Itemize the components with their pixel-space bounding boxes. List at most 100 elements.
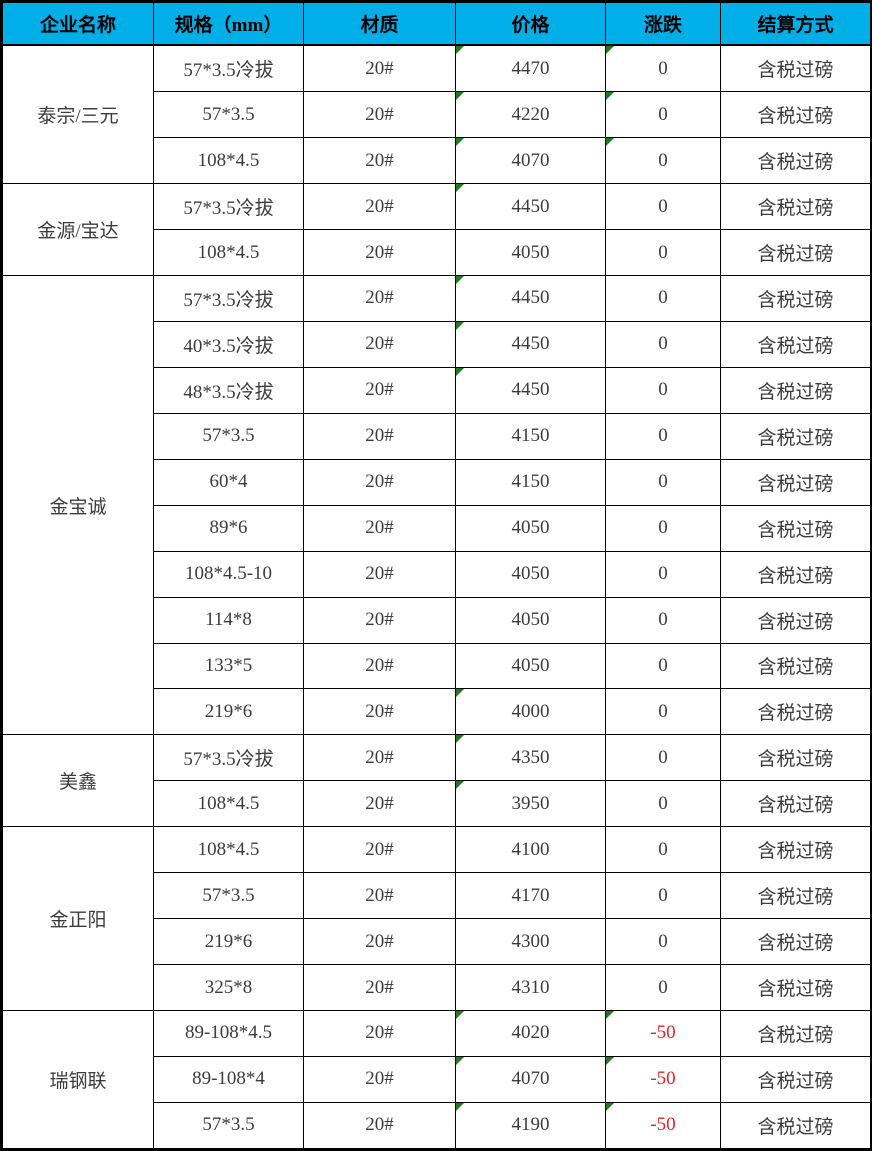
company-cell[interactable]: 泰宗/三元 [2, 44, 154, 185]
material-cell[interactable]: 20# [303, 780, 456, 828]
spec-cell[interactable]: 57*3.5 [153, 872, 304, 920]
material-cell[interactable]: 20# [303, 1101, 456, 1150]
spec-cell[interactable]: 219*6 [153, 918, 304, 966]
material-cell[interactable]: 20# [303, 458, 456, 506]
settlement-cell[interactable]: 含税过磅 [720, 412, 871, 460]
spec-cell[interactable]: 133*5 [153, 642, 304, 690]
price-cell[interactable]: 4310 [455, 964, 606, 1011]
settlement-cell[interactable]: 含税过磅 [720, 1010, 871, 1057]
price-cell[interactable]: 4450 [455, 366, 606, 414]
price-cell[interactable]: 4070 [455, 137, 606, 185]
settlement-cell[interactable]: 含税过磅 [720, 91, 871, 139]
price-cell[interactable]: 4020 [455, 1010, 606, 1057]
material-cell[interactable]: 20# [303, 1055, 456, 1103]
change-cell[interactable]: 0 [605, 412, 721, 460]
settlement-cell[interactable]: 含税过磅 [720, 1055, 871, 1103]
change-cell[interactable]: 0 [605, 596, 721, 644]
company-cell[interactable]: 金宝诚 [2, 274, 154, 736]
settlement-cell[interactable]: 含税过磅 [720, 183, 871, 231]
spec-cell[interactable]: 57*3.5 [153, 412, 304, 460]
spec-cell[interactable]: 89-108*4 [153, 1055, 304, 1103]
change-cell[interactable]: 0 [605, 44, 721, 93]
price-cell[interactable]: 4450 [455, 183, 606, 231]
settlement-cell[interactable]: 含税过磅 [720, 320, 871, 368]
spec-cell[interactable]: 108*4.5-10 [153, 550, 304, 598]
spec-cell[interactable]: 108*4.5 [153, 826, 304, 874]
change-cell[interactable]: 0 [605, 91, 721, 139]
change-cell[interactable]: 0 [605, 458, 721, 506]
settlement-cell[interactable]: 含税过磅 [720, 688, 871, 736]
col-header-change[interactable]: 涨跌 [605, 2, 721, 46]
price-cell[interactable]: 4050 [455, 642, 606, 690]
spec-cell[interactable]: 114*8 [153, 596, 304, 644]
spec-cell[interactable]: 89*6 [153, 504, 304, 552]
settlement-cell[interactable]: 含税过磅 [720, 366, 871, 414]
change-cell[interactable]: 0 [605, 734, 721, 782]
price-cell[interactable]: 4450 [455, 320, 606, 368]
change-cell[interactable]: -50 [605, 1010, 721, 1057]
settlement-cell[interactable]: 含税过磅 [720, 780, 871, 828]
change-cell[interactable]: 0 [605, 918, 721, 966]
change-cell[interactable]: 0 [605, 137, 721, 185]
price-cell[interactable]: 4450 [455, 275, 606, 322]
material-cell[interactable]: 20# [303, 550, 456, 598]
price-cell[interactable]: 4000 [455, 688, 606, 736]
material-cell[interactable]: 20# [303, 688, 456, 736]
col-header-company[interactable]: 企业名称 [2, 2, 154, 46]
material-cell[interactable]: 20# [303, 734, 456, 782]
settlement-cell[interactable]: 含税过磅 [720, 137, 871, 185]
settlement-cell[interactable]: 含税过磅 [720, 964, 871, 1011]
spec-cell[interactable]: 57*3.5冷拔 [153, 183, 304, 231]
price-cell[interactable]: 4100 [455, 826, 606, 874]
price-cell[interactable]: 4070 [455, 1055, 606, 1103]
price-cell[interactable]: 4220 [455, 91, 606, 139]
settlement-cell[interactable]: 含税过磅 [720, 44, 871, 93]
price-cell[interactable]: 4470 [455, 44, 606, 93]
settlement-cell[interactable]: 含税过磅 [720, 642, 871, 690]
material-cell[interactable]: 20# [303, 1010, 456, 1057]
settlement-cell[interactable]: 含税过磅 [720, 734, 871, 782]
spec-cell[interactable]: 57*3.5冷拔 [153, 44, 304, 93]
price-cell[interactable]: 3950 [455, 780, 606, 828]
spec-cell[interactable]: 57*3.5 [153, 1101, 304, 1150]
price-cell[interactable]: 4350 [455, 734, 606, 782]
settlement-cell[interactable]: 含税过磅 [720, 458, 871, 506]
material-cell[interactable]: 20# [303, 275, 456, 322]
spec-cell[interactable]: 219*6 [153, 688, 304, 736]
change-cell[interactable]: 0 [605, 320, 721, 368]
settlement-cell[interactable]: 含税过磅 [720, 275, 871, 322]
material-cell[interactable]: 20# [303, 642, 456, 690]
change-cell[interactable]: 0 [605, 688, 721, 736]
settlement-cell[interactable]: 含税过磅 [720, 826, 871, 874]
change-cell[interactable]: 0 [605, 780, 721, 828]
change-cell[interactable]: 0 [605, 964, 721, 1011]
spec-cell[interactable]: 108*4.5 [153, 780, 304, 828]
change-cell[interactable]: 0 [605, 826, 721, 874]
company-cell[interactable]: 瑞钢联 [2, 1010, 154, 1149]
spec-cell[interactable]: 108*4.5 [153, 229, 304, 276]
spec-cell[interactable]: 57*3.5冷拔 [153, 275, 304, 322]
material-cell[interactable]: 20# [303, 872, 456, 920]
change-cell[interactable]: -50 [605, 1101, 721, 1150]
col-header-price[interactable]: 价格 [455, 2, 606, 46]
material-cell[interactable]: 20# [303, 596, 456, 644]
material-cell[interactable]: 20# [303, 964, 456, 1011]
change-cell[interactable]: 0 [605, 183, 721, 231]
price-cell[interactable]: 4170 [455, 872, 606, 920]
price-cell[interactable]: 4050 [455, 229, 606, 276]
company-cell[interactable]: 金正阳 [2, 826, 154, 1011]
price-cell[interactable]: 4300 [455, 918, 606, 966]
material-cell[interactable]: 20# [303, 366, 456, 414]
change-cell[interactable]: 0 [605, 550, 721, 598]
spec-cell[interactable]: 60*4 [153, 458, 304, 506]
company-cell[interactable]: 金源/宝达 [2, 183, 154, 276]
change-cell[interactable]: 0 [605, 229, 721, 276]
material-cell[interactable]: 20# [303, 320, 456, 368]
material-cell[interactable]: 20# [303, 826, 456, 874]
spec-cell[interactable]: 89-108*4.5 [153, 1010, 304, 1057]
change-cell[interactable]: 0 [605, 872, 721, 920]
change-cell[interactable]: -50 [605, 1055, 721, 1103]
spec-cell[interactable]: 48*3.5冷拔 [153, 366, 304, 414]
settlement-cell[interactable]: 含税过磅 [720, 1101, 871, 1150]
company-cell[interactable]: 美鑫 [2, 734, 154, 828]
